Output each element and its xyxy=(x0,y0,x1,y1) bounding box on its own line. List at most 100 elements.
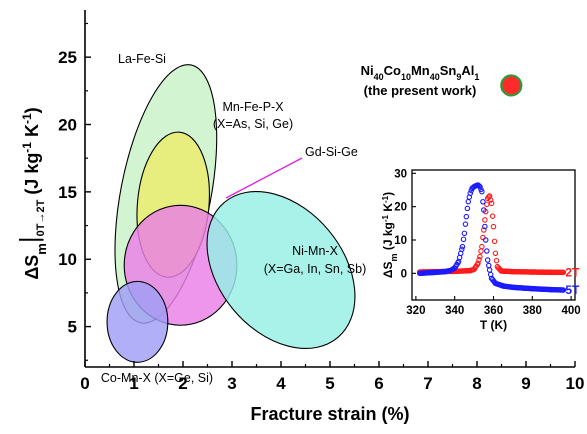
inset-x-axis-title: T (K) xyxy=(480,318,507,332)
x-tick-label: 9 xyxy=(521,374,530,393)
y-title-exp: -1 xyxy=(20,142,34,153)
x-tick-label: 8 xyxy=(472,374,481,393)
gd-si-ge-pointer-line xyxy=(225,157,303,199)
inset-point-2T xyxy=(489,213,496,219)
inset-series-5T xyxy=(417,182,567,293)
y-title-delta: ΔS xyxy=(22,255,42,280)
y-tick-label: 10 xyxy=(58,250,77,269)
inset-point-5T xyxy=(484,257,491,263)
inset-y-axis-title: ΔSm (J kg-1 K-1) xyxy=(381,192,400,278)
inset-point-5T xyxy=(480,199,486,205)
x-tick-label: 2 xyxy=(178,374,187,393)
region-ellipse-co-mn-x xyxy=(106,280,169,363)
inset-y-title-unit-close: ) xyxy=(381,192,395,196)
y-tick-label: 15 xyxy=(58,183,77,202)
inset-point-5T xyxy=(467,190,473,197)
inset-point-5T xyxy=(484,248,490,254)
inset-point-2T xyxy=(488,200,495,207)
inset-legend-2T: 2T xyxy=(565,265,580,279)
formula-subscript: 40 xyxy=(430,72,440,82)
inset-y-tick-label: 20 xyxy=(394,202,407,214)
y-title-sub: m xyxy=(34,243,49,255)
inset-x-tick-label: 400 xyxy=(562,305,581,317)
inset-point-2T xyxy=(491,238,498,245)
x-tick-label: 5 xyxy=(325,374,334,393)
inset-legend-5T: 5T xyxy=(565,283,580,297)
inset-y-tick-label: 10 xyxy=(394,235,407,247)
x-tick-label: 6 xyxy=(374,374,383,393)
region-label-gd-si-ge: Gd-Si-Ge xyxy=(305,145,358,159)
inset-point-5T xyxy=(477,183,483,190)
present-work-formula: Ni40Co10Mn40Sn9Al1 xyxy=(361,63,480,82)
formula-subscript: 1 xyxy=(474,72,479,82)
formula-subscript: 40 xyxy=(374,72,384,82)
inset-y-tick-label: 0 xyxy=(401,268,407,280)
x-axis-title: Fracture strain (%) xyxy=(250,404,409,424)
inset-point-5T xyxy=(479,188,485,195)
y-title-unit-mid: K xyxy=(22,124,42,142)
formula-subscript: 10 xyxy=(401,72,411,82)
formula-element: Al xyxy=(461,63,474,78)
region-labels: La-Fe-Si Mn-Fe-P-X (X=As, Si, Ge) Gd-Si-Ge N… xyxy=(101,52,366,385)
x-tick-label: 0 xyxy=(80,374,89,393)
formula-element: Co xyxy=(384,63,401,78)
region-label-ni-mn-x: (X=Ga, In, Sn, Sb) xyxy=(264,262,366,276)
y-tick-label: 20 xyxy=(58,116,77,135)
region-label-mn-fe-p-x: (X=As, Si, Ge) xyxy=(213,117,293,131)
y-title-unit-open: (J kg xyxy=(22,153,42,200)
inset-point-2T xyxy=(493,257,500,264)
x-tick-label: 10 xyxy=(566,374,585,393)
inset-point-5T xyxy=(482,223,488,230)
inset-point-5T xyxy=(461,230,468,237)
x-tick-label: 3 xyxy=(227,374,236,393)
inset-point-5T xyxy=(464,205,471,212)
inset-point-2T xyxy=(479,243,485,250)
inset-x-tick-label: 360 xyxy=(484,305,503,317)
inset-point-5T xyxy=(481,207,487,213)
inset-point-5T xyxy=(459,243,466,250)
inset-point-2T xyxy=(477,253,483,260)
inset-point-2T xyxy=(487,197,494,203)
y-title-unit-close: ) xyxy=(22,107,42,113)
inset-x-tick-label: 320 xyxy=(406,305,425,317)
present-work-marker-group: Ni40Co10Mn40Sn9Al1(the present work) xyxy=(361,63,523,98)
y-axis-title: ΔSm|0T→2T (J kg-1 K-1) xyxy=(14,107,49,279)
y-tick-label: 5 xyxy=(68,318,77,337)
inset-point-5T xyxy=(459,246,465,253)
formula-element: Sn xyxy=(440,63,457,78)
inset-y-title-sub: m xyxy=(389,253,399,261)
inset-point-5T xyxy=(462,221,469,227)
inset-point-5T xyxy=(460,236,467,243)
present-work-marker xyxy=(500,74,523,97)
inset-x-tick-label: 340 xyxy=(445,305,464,317)
inset-point-2T xyxy=(490,223,497,230)
x-tick-label: 1 xyxy=(129,374,138,393)
region-label-la-fe-si: La-Fe-Si xyxy=(118,52,166,66)
y-title-exp: -1 xyxy=(20,113,34,124)
inset-point-2T xyxy=(560,269,567,276)
inset-x-tick-label: 380 xyxy=(523,305,542,317)
inset-y-title-unit-mid: K xyxy=(381,203,395,215)
inset-y-title-delta: ΔS xyxy=(381,261,395,278)
y-title-field: 0T→2T xyxy=(35,199,47,236)
region-ellipses xyxy=(106,64,356,363)
formula-subscript: 9 xyxy=(456,72,461,82)
inset-point-2T xyxy=(492,250,499,257)
y-title-bar: | xyxy=(14,236,44,243)
inset-point-5T xyxy=(560,287,567,293)
inset-y-tick-label: 30 xyxy=(394,168,407,180)
y-tick-label: 25 xyxy=(58,48,77,67)
inset-point-2T xyxy=(476,256,482,263)
inset-y-title-exp: -1 xyxy=(381,214,390,222)
inset-chart: 2T 5T 320 340 360 380 400 0 10 20 30 T (K) ΔSm (J kg… xyxy=(381,168,581,332)
formula-element: Ni xyxy=(361,63,374,78)
inset-y-title-exp: -1 xyxy=(381,195,390,203)
formula-element: Mn xyxy=(411,63,430,78)
x-tick-label: 7 xyxy=(423,374,432,393)
inset-point-5T xyxy=(482,237,489,243)
present-work-note: (the present work) xyxy=(364,83,477,98)
inset-point-2T xyxy=(481,227,487,233)
x-tick-label: 4 xyxy=(276,374,286,393)
